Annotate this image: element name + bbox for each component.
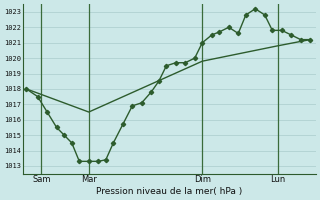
X-axis label: Pression niveau de la mer( hPa ): Pression niveau de la mer( hPa ) xyxy=(96,187,242,196)
